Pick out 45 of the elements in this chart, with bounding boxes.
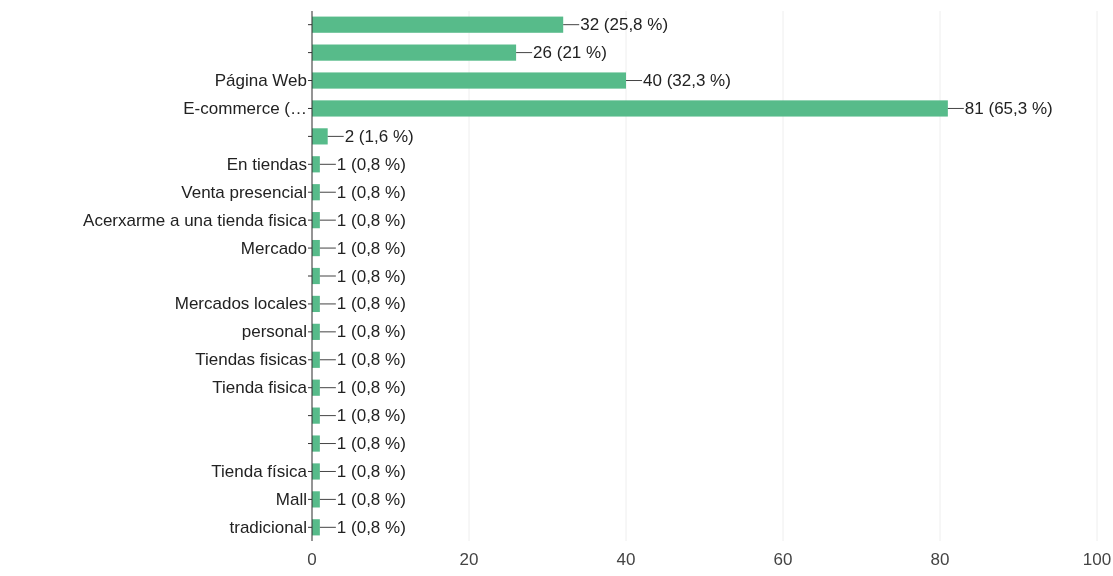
data-label: 1 (0,8 %) xyxy=(336,294,406,314)
x-tick-label: 100 xyxy=(1082,550,1112,569)
data-label: 1 (0,8 %) xyxy=(336,350,406,370)
data-label: 81 (65,3 %) xyxy=(964,98,1053,118)
y-tick-label: Tiendas fisicas xyxy=(195,350,307,370)
y-tick-label: Página Web xyxy=(214,71,307,91)
y-tick-label: Mercados locales xyxy=(174,294,307,314)
data-label: 1 (0,8 %) xyxy=(336,434,406,454)
data-label: 1 (0,8 %) xyxy=(336,322,406,342)
y-tick-label: Acerxarme a una tienda fisica xyxy=(83,210,308,230)
y-tick-label: tradicional xyxy=(229,517,307,537)
bar xyxy=(312,72,626,89)
bar xyxy=(312,435,320,452)
data-label: 32 (25,8 %) xyxy=(580,15,669,35)
y-tick-label: Tienda fisica xyxy=(212,378,308,398)
data-label: 26 (21 %) xyxy=(533,43,607,63)
data-label: 2 (1,6 %) xyxy=(344,126,414,146)
data-label: 1 (0,8 %) xyxy=(336,238,406,258)
y-tick-label: Mall xyxy=(275,489,307,509)
bar xyxy=(312,463,320,480)
y-tick-label: En tiendas xyxy=(226,154,307,174)
data-label: 1 (0,8 %) xyxy=(336,517,406,537)
data-label: 1 (0,8 %) xyxy=(336,461,406,481)
data-label: 1 (0,8 %) xyxy=(336,210,406,230)
x-tick-label: 80 xyxy=(930,550,950,569)
x-tick-label: 60 xyxy=(773,550,793,569)
y-tick-label: Tienda física xyxy=(211,461,308,481)
bar xyxy=(312,128,328,145)
bar xyxy=(312,100,948,117)
y-tick-label: Mercado xyxy=(240,238,307,258)
data-label: 1 (0,8 %) xyxy=(336,154,406,174)
data-label: 1 (0,8 %) xyxy=(336,182,406,202)
bar xyxy=(312,16,564,33)
data-label: 40 (32,3 %) xyxy=(643,71,731,91)
data-label: 1 (0,8 %) xyxy=(336,406,406,426)
x-tick-label: 20 xyxy=(459,550,479,569)
y-tick-label: personal xyxy=(241,322,307,342)
data-label: 1 (0,8 %) xyxy=(336,489,406,509)
bar xyxy=(312,44,517,61)
data-label: 1 (0,8 %) xyxy=(336,378,406,398)
x-tick-label: 0 xyxy=(307,550,317,569)
data-label: 1 (0,8 %) xyxy=(336,266,406,286)
y-tick-label: Venta presencial xyxy=(181,182,307,202)
y-tick-label: E-commerce (… xyxy=(183,98,307,118)
x-tick-label: 40 xyxy=(616,550,636,569)
